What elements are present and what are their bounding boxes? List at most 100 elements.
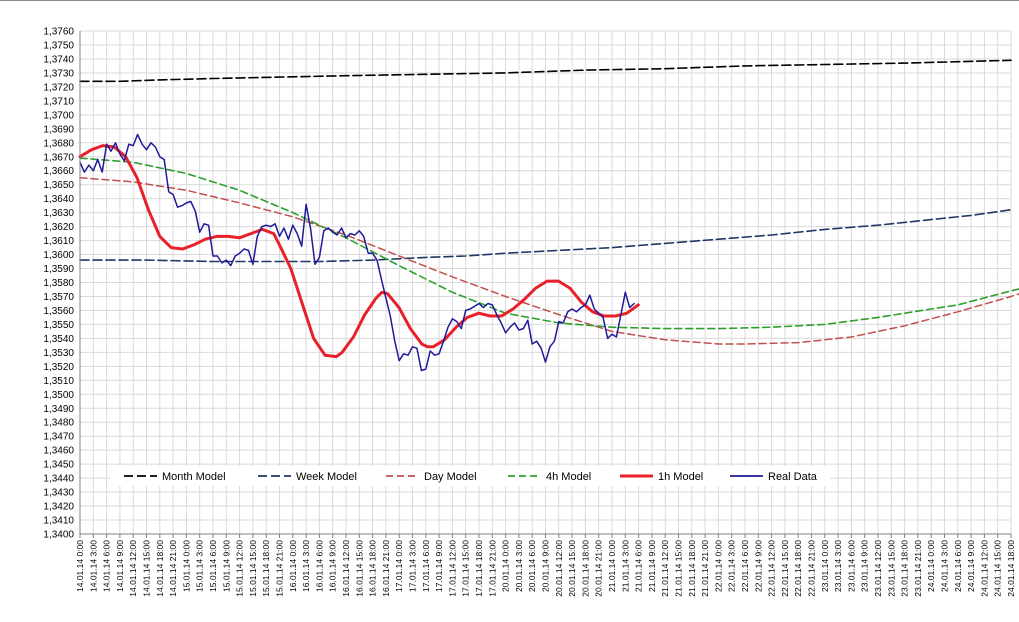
y-tick-label: 1,3720 [43, 82, 74, 93]
y-tick-label: 1,3410 [43, 516, 74, 527]
series-month-model [79, 59, 1012, 83]
y-tick-label: 1,3490 [43, 404, 74, 415]
x-tick-label: 14.01.14 6:00 [102, 540, 112, 592]
x-tick-label: 16.01.14 15:00 [354, 540, 364, 597]
x-tick-label: 17.01.14 18:00 [474, 540, 484, 597]
x-tick-label: 20.01.14 3:00 [514, 540, 524, 592]
y-tick-label: 1,3550 [43, 320, 74, 331]
x-tick-label: 15.01.14 12:00 [235, 540, 245, 597]
x-tick-label: 21.01.14 21:00 [700, 540, 710, 597]
x-tick-label: 23.01.14 18:00 [900, 540, 910, 597]
x-tick-label: 24.01.14 3:00 [940, 540, 950, 592]
y-tick-label: 1,3420 [43, 502, 74, 513]
x-tick-label: 21.01.14 15:00 [674, 540, 684, 597]
x-tick-label: 24.01.14 9:00 [966, 540, 976, 592]
x-tick-label: 17.01.14 12:00 [447, 540, 457, 597]
x-tick-label: 14.01.14 3:00 [88, 540, 98, 592]
y-tick-label: 1,3590 [43, 264, 74, 275]
y-tick-label: 1,3750 [43, 40, 74, 51]
y-tick-label: 1,3430 [43, 488, 74, 499]
x-tick-label: 23.01.14 12:00 [873, 540, 883, 597]
x-tick-label: 14.01.14 12:00 [128, 540, 138, 597]
y-tick-label: 1,3480 [43, 418, 74, 429]
x-tick-label: 16.01.14 6:00 [314, 540, 324, 592]
x-tick-label: 22.01.14 6:00 [740, 540, 750, 592]
y-tick-label: 1,3740 [43, 54, 74, 65]
legend-label: 1h Model [658, 471, 703, 483]
x-tick-label: 21.01.14 3:00 [620, 540, 630, 592]
y-tick-label: 1,3460 [43, 446, 74, 457]
x-tick-label: 17.01.14 15:00 [461, 540, 471, 597]
y-tick-label: 1,3400 [43, 530, 74, 541]
y-tick-label: 1,3510 [43, 376, 74, 387]
x-tick-label: 14.01.14 21:00 [168, 540, 178, 597]
y-tick-label: 1,3600 [43, 250, 74, 261]
x-tick-label: 17.01.14 21:00 [487, 540, 497, 597]
x-tick-label: 15.01.14 3:00 [195, 540, 205, 592]
x-tick-label: 15.01.14 9:00 [221, 540, 231, 592]
x-tick-label: 17.01.14 9:00 [434, 540, 444, 592]
x-tick-label: 14.01.14 0:00 [75, 540, 85, 592]
x-tick-label: 16.01.14 12:00 [341, 540, 351, 597]
x-tick-label: 15.01.14 6:00 [208, 540, 218, 592]
legend-label: Month Model [162, 471, 226, 483]
y-tick-label: 1,3710 [43, 96, 74, 107]
y-tick-label: 1,3440 [43, 474, 74, 485]
legend-label: Week Model [296, 471, 357, 483]
x-tick-label: 22.01.14 9:00 [753, 540, 763, 592]
y-tick-label: 1,3570 [43, 292, 74, 303]
legend-label: 4h Model [546, 471, 591, 483]
y-tick-label: 1,3620 [43, 222, 74, 233]
y-tick-label: 1,3580 [43, 278, 74, 289]
x-tick-label: 15.01.14 21:00 [275, 540, 285, 597]
x-tick-label: 24.01.14 0:00 [926, 540, 936, 592]
y-tick-label: 1,3730 [43, 68, 74, 79]
x-tick-label: 20.01.14 9:00 [541, 540, 551, 592]
y-tick-label: 1,3650 [43, 180, 74, 191]
x-tick-label: 20.01.14 15:00 [567, 540, 577, 597]
series-week-model [79, 209, 1012, 263]
x-tick-label: 16.01.14 21:00 [381, 540, 391, 597]
x-tick-label: 16.01.14 9:00 [328, 540, 338, 592]
x-tick-label: 22.01.14 15:00 [780, 540, 790, 597]
y-tick-label: 1,3630 [43, 208, 74, 219]
x-tick-label: 17.01.14 0:00 [394, 540, 404, 592]
y-tick-label: 1,3610 [43, 236, 74, 247]
y-axis-ticks: 1,3400 1,3410 1,3420 1,3430 1,3440 1,3450 1,34… [43, 27, 74, 541]
x-tick-label: 24.01.14 6:00 [953, 540, 963, 592]
x-tick-label: 21.01.14 18:00 [687, 540, 697, 597]
x-tick-label: 21.01.14 9:00 [647, 540, 657, 592]
x-tick-label: 23.01.14 3:00 [833, 540, 843, 592]
x-tick-label: 15.01.14 15:00 [248, 540, 258, 597]
y-tick-label: 1,3690 [43, 124, 74, 135]
x-tick-label: 17.01.14 6:00 [421, 540, 431, 592]
y-tick-label: 1,3500 [43, 390, 74, 401]
x-tick-label: 20.01.14 12:00 [554, 540, 564, 597]
y-tick-label: 1,3700 [43, 110, 74, 121]
x-tick-label: 14.01.14 9:00 [115, 540, 125, 592]
legend-label: Day Model [424, 471, 477, 483]
x-tick-label: 24.01.14 15:00 [993, 540, 1003, 597]
x-tick-label: 23.01.14 21:00 [913, 540, 923, 597]
y-tick-label: 1,3660 [43, 166, 74, 177]
y-tick-label: 1,3640 [43, 194, 74, 205]
y-tick-label: 1,3520 [43, 362, 74, 373]
x-tick-label: 20.01.14 21:00 [594, 540, 604, 597]
x-tick-label: 17.01.14 3:00 [408, 540, 418, 592]
y-tick-label: 1,3470 [43, 432, 74, 443]
y-tick-label: 1,3540 [43, 334, 74, 345]
x-tick-label: 16.01.14 18:00 [368, 540, 378, 597]
x-tick-label: 22.01.14 12:00 [767, 540, 777, 597]
x-tick-label: 14.01.14 15:00 [142, 540, 152, 597]
x-tick-label: 24.01.14 12:00 [979, 540, 989, 597]
x-tick-label: 22.01.14 0:00 [713, 540, 723, 592]
x-tick-label: 21.01.14 12:00 [660, 540, 670, 597]
x-tick-label: 15.01.14 0:00 [181, 540, 191, 592]
x-tick-label: 23.01.14 9:00 [860, 540, 870, 592]
legend-label: Real Data [768, 471, 818, 483]
series-1h-model [78, 144, 640, 359]
y-tick-label: 1,3530 [43, 348, 74, 359]
y-tick-label: 1,3760 [43, 27, 74, 38]
x-tick-label: 16.01.14 3:00 [301, 540, 311, 592]
